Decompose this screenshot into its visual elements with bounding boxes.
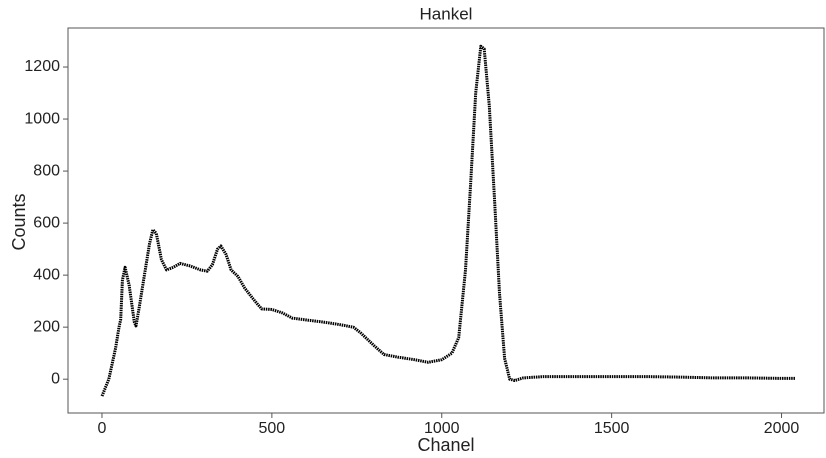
y-tick-label: 200: [33, 318, 60, 335]
y-axis-label: Counts: [9, 193, 29, 250]
plot-frame: [67, 27, 825, 414]
x-axis-label: Chanel: [417, 435, 474, 455]
y-tick-label: 1200: [24, 58, 60, 75]
chart-title: Hankel: [420, 4, 473, 23]
x-tick-label: 2000: [764, 420, 800, 437]
data-line: [100, 44, 796, 397]
x-tick-label: 0: [98, 420, 107, 437]
y-tick-label: 600: [33, 214, 60, 231]
y-tick-label: 0: [51, 370, 60, 387]
x-tick-label: 1000: [424, 420, 460, 437]
x-tick-label: 500: [259, 420, 286, 437]
y-tick-label: 400: [33, 266, 60, 283]
y-tick-label: 1000: [24, 110, 60, 127]
y-tick-label: 800: [33, 162, 60, 179]
x-tick-label: 1500: [594, 420, 630, 437]
